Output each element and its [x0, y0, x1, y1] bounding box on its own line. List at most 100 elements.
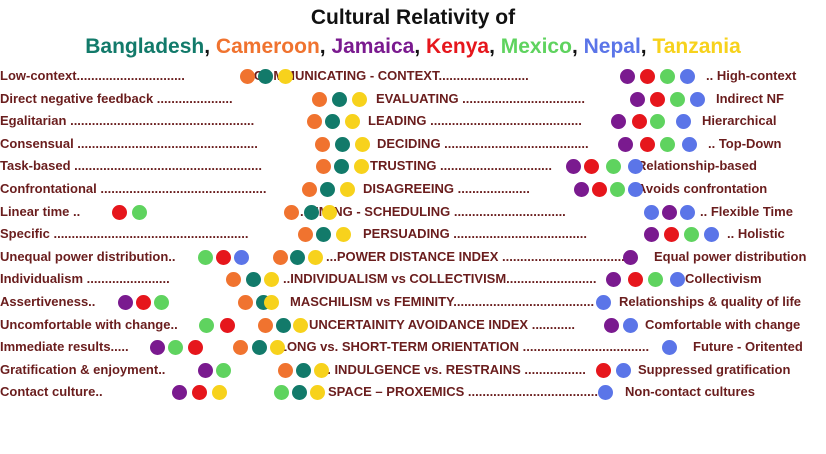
right-pole-label: Relationship-based	[637, 158, 757, 174]
dot-kenya	[650, 91, 665, 107]
dot-cameroon	[240, 69, 255, 84]
dot-cameroon	[226, 272, 241, 288]
dot-cameroon	[238, 295, 253, 310]
country-separator: ,	[319, 35, 332, 58]
left-pole-label: Egalitarian ............................…	[0, 113, 255, 129]
dot-jamaica	[604, 317, 619, 333]
dimension-row: Gratification & enjoyment.. ... INDULGENC…	[0, 360, 826, 380]
dot-jamaica	[644, 227, 659, 243]
country-nepal: Nepal	[583, 35, 641, 58]
dimension-label: ...POWER DISTANCE INDEX ................…	[326, 248, 636, 264]
country-separator: ,	[640, 35, 653, 58]
right-pole-label: Avoids confrontation	[637, 181, 768, 196]
dimension-row: Contact culture.. SPACE – PROXEMICS .....…	[0, 382, 826, 402]
dot-jamaica	[606, 272, 621, 288]
dimension-label: LEADING ................................…	[368, 113, 582, 129]
dot-nepal	[623, 317, 638, 333]
dot-nepal	[680, 69, 695, 84]
dimension-label: EVALUATING .............................…	[376, 90, 585, 106]
dot-bangladesh	[320, 182, 335, 197]
right-pole-label: Future - Oritented	[693, 339, 803, 355]
dot-tanzania	[336, 227, 351, 243]
dimension-label: MASCHILISM vs FEMINITY..................…	[290, 294, 595, 309]
dot-mexico	[132, 204, 147, 220]
left-pole-label: Unequal power distribution..	[0, 248, 176, 264]
left-pole-label: Confrontational ........................…	[0, 181, 267, 196]
dot-cameroon	[258, 317, 273, 333]
dot-jamaica	[118, 295, 133, 310]
dot-nepal	[680, 204, 695, 220]
left-pole-label: Individualism .......................	[0, 271, 170, 287]
dot-nepal	[234, 249, 249, 265]
dot-mexico	[610, 182, 625, 197]
dimension-row: Confrontational ........................…	[0, 179, 826, 199]
dot-kenya	[584, 159, 599, 175]
dot-cameroon	[233, 340, 248, 356]
dot-bangladesh	[276, 317, 291, 333]
dot-jamaica	[623, 249, 638, 265]
dot-nepal	[644, 204, 659, 220]
dot-tanzania	[308, 249, 323, 265]
dot-nepal	[676, 114, 691, 130]
right-pole-label: .. Top-Down	[708, 135, 782, 151]
dot-bangladesh	[335, 136, 350, 152]
dot-kenya	[136, 295, 151, 310]
dimension-label: SPACE – PROXEMICS ......................…	[328, 384, 598, 400]
dot-kenya	[640, 69, 655, 84]
dot-mexico	[684, 227, 699, 243]
dimension-row: Unequal power distribution.. ...POWER DIS…	[0, 247, 826, 267]
dot-bangladesh	[258, 69, 273, 84]
dot-cameroon	[273, 249, 288, 265]
dot-jamaica	[662, 204, 677, 220]
dot-bangladesh	[252, 340, 267, 356]
country-tanzania: Tanzania	[652, 35, 741, 58]
dot-kenya	[640, 136, 655, 152]
dot-nepal	[628, 182, 643, 197]
right-pole-label: .. Flexible Time	[700, 203, 793, 219]
dimension-row: Assertiveness.. MASCHILISM vs FEMINITY...…	[0, 292, 826, 312]
dot-cameroon	[298, 227, 313, 243]
dimension-label: DISAGREEING ....................	[363, 181, 530, 196]
dot-bangladesh	[292, 385, 307, 401]
dot-jamaica	[172, 385, 187, 401]
dot-nepal	[616, 362, 631, 378]
dimension-label: ...COMMUNICATING - CONTEXT..............…	[243, 68, 529, 83]
dot-bangladesh	[290, 249, 305, 265]
dimension-row: Egalitarian ............................…	[0, 111, 826, 131]
dot-tanzania	[340, 182, 355, 197]
dot-mexico	[198, 249, 213, 265]
dot-mexico	[606, 159, 621, 175]
left-pole-label: Specific ...............................…	[0, 226, 249, 242]
dot-tanzania	[310, 385, 325, 401]
dot-nepal	[690, 91, 705, 107]
dot-mexico	[670, 91, 685, 107]
dimension-label: LONG vs. SHORT-TERM ORIENTATION ........…	[279, 339, 650, 355]
dimension-row: Direct negative feedback ...............…	[0, 89, 826, 109]
dot-bangladesh	[246, 272, 261, 288]
country-list: Bangladesh, Cameroon, Jamaica, Kenya, Me…	[0, 35, 826, 59]
dimension-row: Specific ...............................…	[0, 224, 826, 244]
dimension-label: DECIDING ...............................…	[377, 135, 589, 151]
dot-mexico	[216, 362, 231, 378]
left-pole-label: Gratification & enjoyment..	[0, 361, 166, 377]
diagram-title: Cultural Relativity of	[310, 6, 516, 29]
country-cameroon: Cameroon	[215, 35, 320, 58]
dot-tanzania	[352, 91, 367, 107]
dot-mexico	[660, 136, 675, 152]
dot-kenya	[216, 249, 231, 265]
country-separator: ,	[571, 35, 584, 58]
dot-nepal	[682, 136, 697, 152]
left-pole-label: Low-context.............................…	[0, 68, 185, 83]
country-separator: ,	[204, 35, 216, 58]
dot-tanzania	[264, 272, 279, 288]
dot-nepal	[598, 385, 613, 401]
dot-jamaica	[566, 159, 581, 175]
dimension-row: Consensual .............................…	[0, 134, 826, 154]
dot-bangladesh	[316, 227, 331, 243]
dot-mexico	[274, 385, 289, 401]
right-pole-label: .. Holistic	[727, 226, 785, 242]
dot-nepal	[670, 272, 685, 288]
dimension-row: Individualism ....................... ..I…	[0, 269, 826, 289]
dot-mexico	[650, 114, 665, 130]
